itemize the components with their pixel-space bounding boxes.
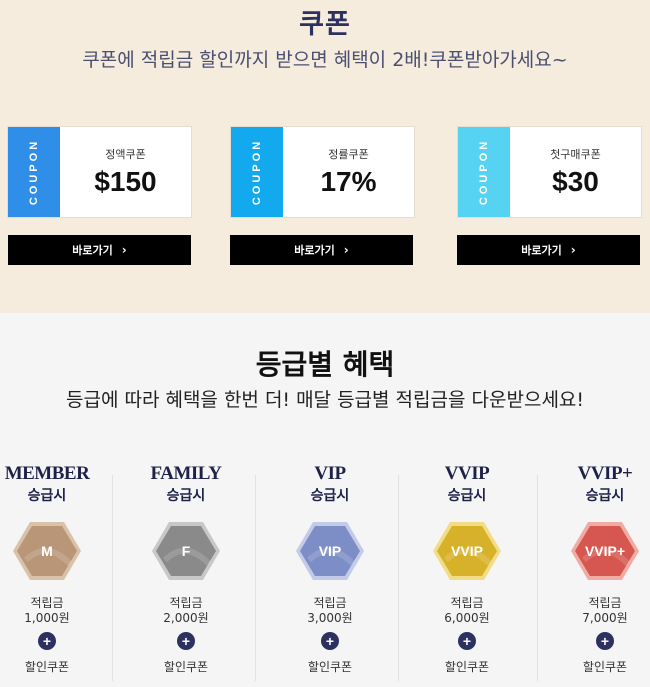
tier-level: 승급시	[166, 488, 206, 504]
plus-icon: +	[177, 632, 195, 650]
chevron-right-icon: ›	[343, 243, 349, 257]
tier-badge-icon: VVIP	[432, 520, 502, 582]
go-button-label: 바로가기	[72, 244, 113, 257]
tier-badge-icon: F	[151, 520, 221, 582]
points-amount: 1,000원	[24, 611, 70, 625]
plus-icon: +	[321, 632, 339, 650]
plus-icon: +	[458, 632, 476, 650]
coupon-tab-label: COUPON	[478, 138, 490, 206]
tier-name: VIP	[314, 463, 346, 484]
tier-name: MEMBER	[4, 463, 90, 484]
coupon-tab: COUPON	[458, 127, 510, 217]
chevron-right-icon: ›	[121, 243, 127, 257]
coupon-go-button-first-purchase[interactable]: 바로가기 ›	[457, 235, 640, 265]
coupon-benefit: 할인쿠폰	[307, 660, 353, 674]
tier-badge-icon: VVIP+	[570, 520, 640, 582]
tier-badge-label: F	[181, 543, 191, 559]
tier-name: VVIP+	[577, 463, 633, 484]
tier-level: 승급시	[585, 488, 625, 504]
tier-member: MEMBER 승급시 M 적립금 1,000원 + 할인쿠폰	[0, 463, 107, 675]
tier-level: 승급시	[447, 488, 487, 504]
coupon-benefit: 할인쿠폰	[582, 660, 628, 674]
points-label: 적립금	[588, 596, 622, 610]
coupon-card-first-purchase: COUPON 첫구매쿠폰 $30	[457, 126, 642, 218]
tier-divider	[112, 475, 113, 681]
tier-badge-label: VVIP+	[584, 543, 626, 559]
tier-name: FAMILY	[150, 463, 222, 484]
tier-divider	[537, 475, 538, 681]
coupon-benefit: 할인쿠폰	[24, 660, 70, 674]
points-amount: 7,000원	[582, 611, 628, 625]
coupon-section-subtitle: 쿠폰에 적립금 할인까지 받으면 혜택이 2배!쿠폰받아가세요~	[82, 49, 568, 71]
tier-name: VVIP	[444, 463, 490, 484]
points-label: 적립금	[169, 596, 203, 610]
tier-vvip: VVIP 승급시 VVIP 적립금 6,000원 + 할인쿠폰	[407, 463, 527, 675]
coupon-value: 17%	[320, 166, 377, 197]
go-button-label: 바로가기	[294, 244, 335, 257]
coupon-name: 정액쿠폰	[105, 148, 146, 161]
points-amount: 3,000원	[307, 611, 353, 625]
chevron-right-icon: ›	[570, 243, 576, 257]
coupon-benefit: 할인쿠폰	[444, 660, 490, 674]
coupon-section-title: 쿠폰	[299, 9, 351, 40]
plus-icon: +	[596, 632, 614, 650]
tier-divider	[255, 475, 256, 681]
coupon-tab-label: COUPON	[251, 138, 263, 206]
grade-benefits-section: 등급별 혜택 등급에 따라 혜택을 한번 더! 매달 등급별 적립금을 다운받으…	[0, 313, 650, 687]
coupon-go-button-fixed[interactable]: 바로가기 ›	[8, 235, 191, 265]
tier-badge-label: VVIP	[451, 543, 483, 559]
points-amount: 2,000원	[163, 611, 209, 625]
coupon-benefit: 할인쿠폰	[163, 660, 209, 674]
coupon-go-button-rate[interactable]: 바로가기 ›	[230, 235, 413, 265]
points-label: 적립금	[450, 596, 484, 610]
tier-family: FAMILY 승급시 F 적립금 2,000원 + 할인쿠폰	[126, 463, 246, 675]
tier-vip: VIP 승급시 VIP 적립금 3,000원 + 할인쿠폰	[270, 463, 390, 675]
coupon-tab-label: COUPON	[28, 138, 40, 206]
grade-section-title: 등급별 혜택	[255, 348, 395, 381]
tier-badge-icon: VIP	[295, 520, 365, 582]
tier-badge-label: M	[41, 543, 53, 559]
tier-divider	[398, 475, 399, 681]
tier-level: 승급시	[27, 488, 67, 504]
tier-vvip-plus: VVIP+ 승급시 VVIP+ 적립금 7,000원 + 할인쿠폰	[545, 463, 650, 675]
coupon-name: 정률쿠폰	[328, 148, 369, 161]
coupon-value: $150	[94, 166, 157, 197]
points-label: 적립금	[30, 596, 64, 610]
tier-level: 승급시	[310, 488, 350, 504]
coupon-section: 쿠폰 쿠폰에 적립금 할인까지 받으면 혜택이 2배!쿠폰받아가세요~ COUP…	[0, 0, 650, 313]
points-amount: 6,000원	[444, 611, 490, 625]
grade-section-subtitle: 등급에 따라 혜택을 한번 더! 매달 등급별 적립금을 다운받으세요!	[65, 389, 585, 411]
tier-badge-label: VIP	[318, 543, 342, 559]
coupon-card-fixed: COUPON 정액쿠폰 $150	[7, 126, 192, 218]
go-button-label: 바로가기	[521, 244, 562, 257]
tier-badge-icon: M	[12, 520, 82, 582]
coupon-tab: COUPON	[8, 127, 60, 217]
coupon-tab: COUPON	[231, 127, 283, 217]
coupon-card-rate: COUPON 정률쿠폰 17%	[230, 126, 415, 218]
points-label: 적립금	[313, 596, 347, 610]
coupon-value: $30	[552, 166, 599, 197]
coupon-name: 첫구매쿠폰	[550, 148, 601, 161]
plus-icon: +	[38, 632, 56, 650]
